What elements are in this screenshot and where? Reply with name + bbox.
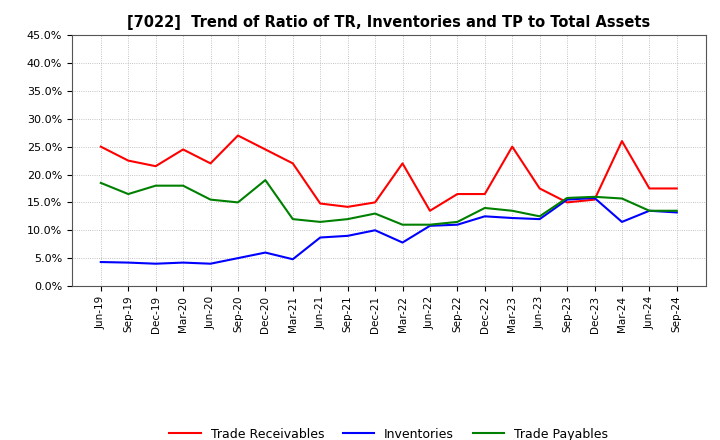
Trade Payables xyxy=(316,219,325,224)
Trade Receivables xyxy=(96,144,105,149)
Inventories xyxy=(618,219,626,224)
Inventories xyxy=(645,208,654,213)
Trade Receivables xyxy=(645,186,654,191)
Inventories xyxy=(343,233,352,238)
Trade Receivables xyxy=(151,164,160,169)
Trade Payables xyxy=(233,200,242,205)
Trade Receivables xyxy=(453,191,462,197)
Trade Receivables xyxy=(618,139,626,144)
Trade Receivables xyxy=(563,200,572,205)
Trade Payables xyxy=(289,216,297,222)
Inventories xyxy=(536,216,544,222)
Trade Receivables xyxy=(206,161,215,166)
Trade Receivables xyxy=(398,161,407,166)
Trade Receivables xyxy=(343,204,352,209)
Trade Receivables xyxy=(261,147,270,152)
Trade Payables xyxy=(371,211,379,216)
Title: [7022]  Trend of Ratio of TR, Inventories and TP to Total Assets: [7022] Trend of Ratio of TR, Inventories… xyxy=(127,15,650,30)
Trade Payables xyxy=(151,183,160,188)
Inventories xyxy=(124,260,132,265)
Trade Receivables xyxy=(316,201,325,206)
Trade Payables xyxy=(453,219,462,224)
Trade Payables xyxy=(179,183,187,188)
Trade Payables xyxy=(508,208,516,213)
Inventories xyxy=(672,210,681,215)
Inventories xyxy=(233,256,242,261)
Trade Payables xyxy=(96,180,105,186)
Inventories xyxy=(371,227,379,233)
Trade Receivables xyxy=(480,191,489,197)
Trade Payables xyxy=(480,205,489,211)
Trade Receivables xyxy=(672,186,681,191)
Trade Payables xyxy=(398,222,407,227)
Trade Payables xyxy=(261,177,270,183)
Inventories xyxy=(151,261,160,266)
Inventories xyxy=(590,195,599,201)
Inventories xyxy=(563,197,572,202)
Inventories xyxy=(206,261,215,266)
Inventories xyxy=(426,223,434,228)
Inventories xyxy=(508,215,516,220)
Trade Receivables xyxy=(124,158,132,163)
Trade Payables xyxy=(645,208,654,213)
Trade Payables xyxy=(343,216,352,222)
Trade Receivables xyxy=(508,144,516,149)
Inventories xyxy=(316,235,325,240)
Trade Payables xyxy=(536,214,544,219)
Trade Receivables xyxy=(233,133,242,138)
Inventories xyxy=(398,240,407,245)
Inventories xyxy=(261,250,270,255)
Trade Payables xyxy=(426,222,434,227)
Trade Payables xyxy=(124,191,132,197)
Inventories xyxy=(480,214,489,219)
Inventories xyxy=(453,222,462,227)
Line: Inventories: Inventories xyxy=(101,198,677,264)
Trade Receivables xyxy=(426,208,434,213)
Trade Receivables xyxy=(590,197,599,202)
Trade Payables xyxy=(206,197,215,202)
Trade Receivables xyxy=(371,200,379,205)
Trade Receivables xyxy=(179,147,187,152)
Trade Payables xyxy=(672,208,681,213)
Line: Trade Payables: Trade Payables xyxy=(101,180,677,225)
Inventories xyxy=(96,260,105,265)
Legend: Trade Receivables, Inventories, Trade Payables: Trade Receivables, Inventories, Trade Pa… xyxy=(164,423,613,440)
Trade Receivables xyxy=(289,161,297,166)
Trade Payables xyxy=(590,194,599,199)
Trade Payables xyxy=(563,195,572,201)
Inventories xyxy=(179,260,187,265)
Line: Trade Receivables: Trade Receivables xyxy=(101,136,677,211)
Inventories xyxy=(289,257,297,262)
Trade Payables xyxy=(618,196,626,201)
Trade Receivables xyxy=(536,186,544,191)
